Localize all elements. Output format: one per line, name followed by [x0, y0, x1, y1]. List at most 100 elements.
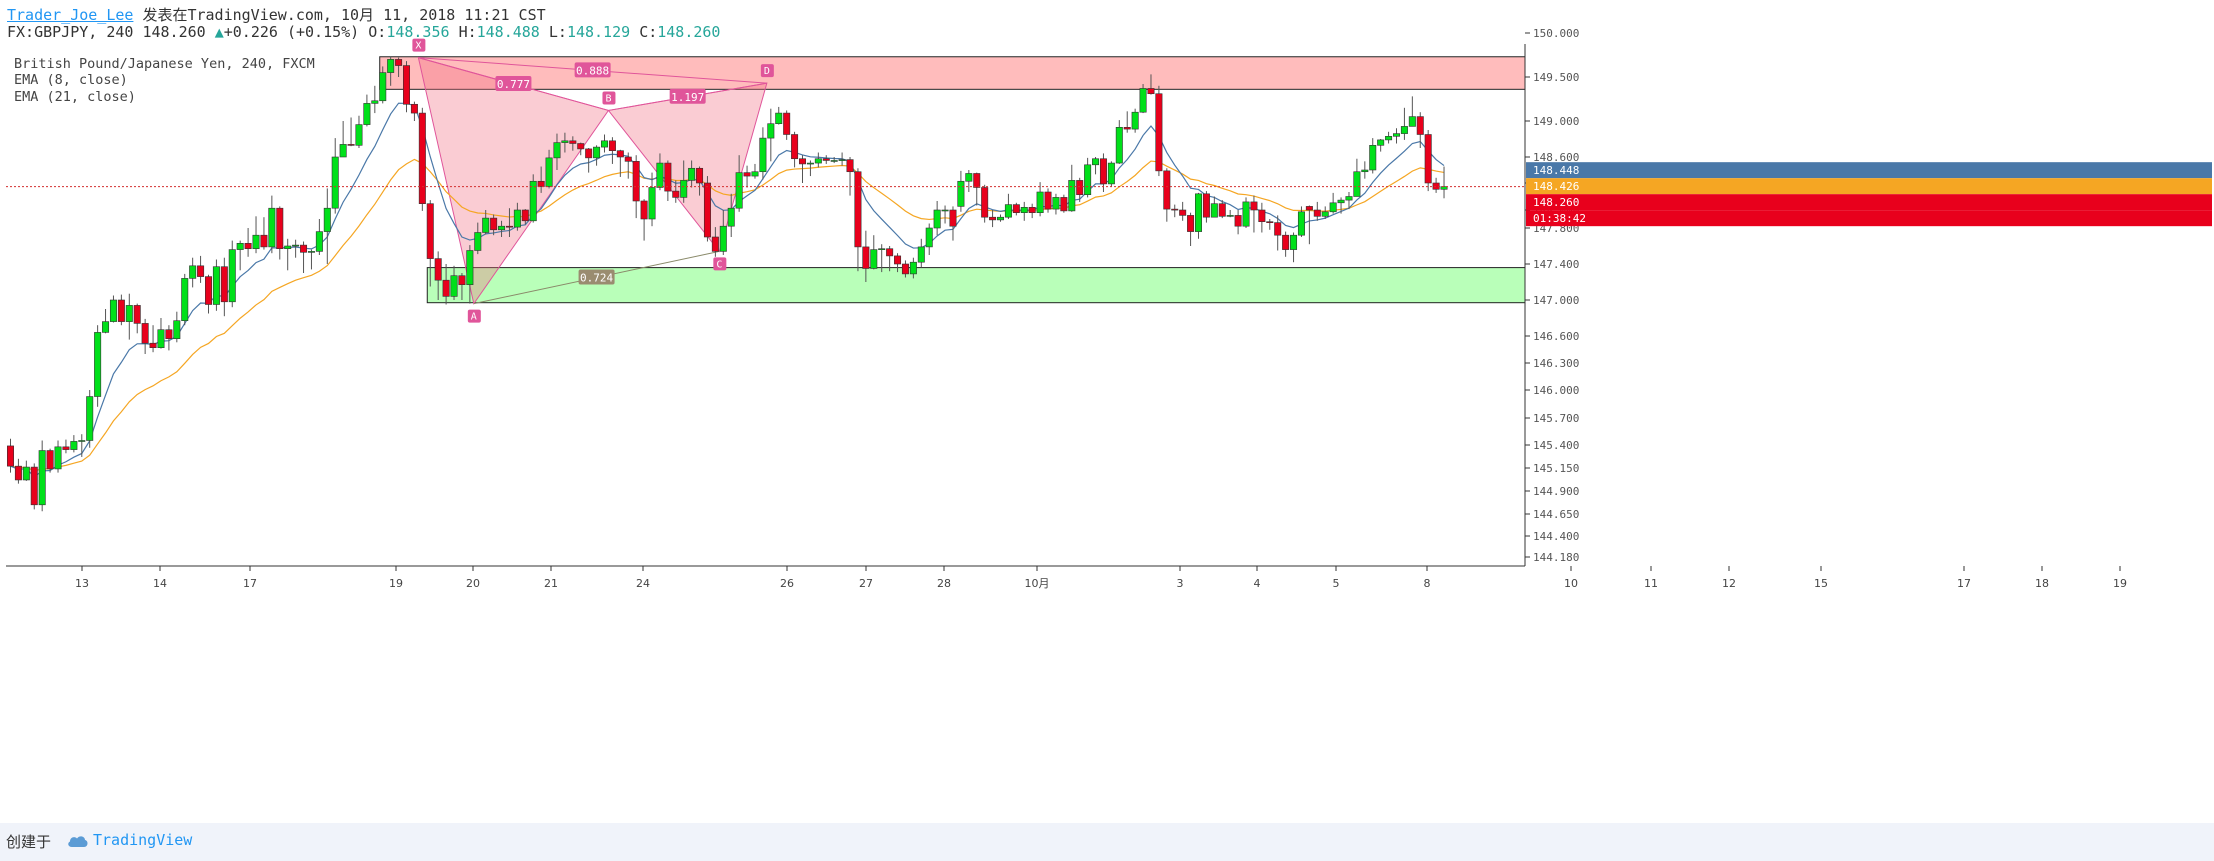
candle [711, 227, 719, 257]
candle [1147, 74, 1155, 95]
candle [989, 210, 997, 228]
candle-body [1012, 204, 1020, 214]
price-chart[interactable]: 0.777 0.888 1.197 0.724 X A B C D 150.000 149.500 1… [0, 0, 2214, 823]
author-link[interactable]: Trader_Joe_Lee [7, 6, 134, 24]
candle [1171, 204, 1179, 218]
candle-body [189, 265, 197, 279]
time-tick-label: 11 [1644, 577, 1658, 590]
time-tick-label: 5 [1333, 577, 1340, 590]
candle-body [1060, 197, 1068, 212]
candle-body [917, 246, 925, 263]
price-axis-badge: 01:38:42 [1526, 210, 2212, 227]
chart-header: Trader_Joe_Lee 发表在TradingView.com, 10月 1… [0, 0, 2214, 44]
price-tick-label: 147.400 [1533, 258, 1579, 271]
candle [482, 210, 490, 235]
candle [941, 205, 949, 224]
tradingview-cloud-icon [68, 835, 88, 847]
harmonic-point-box [412, 38, 426, 52]
candle-body [315, 231, 323, 252]
candle-body [236, 243, 244, 250]
candle [917, 238, 925, 268]
candle-body [648, 187, 656, 220]
price-tick-label: 149.000 [1533, 115, 1579, 128]
candle-body [529, 180, 537, 222]
candle-body [252, 234, 260, 249]
candle-body [1028, 207, 1036, 214]
candle [363, 94, 371, 127]
harmonic-point-box [602, 91, 616, 105]
candle-body [791, 134, 799, 160]
candle [78, 434, 86, 457]
candle [822, 155, 830, 164]
candle [189, 257, 197, 288]
symbol: FX:GBPJPY, 240 [7, 23, 134, 41]
candle [1353, 158, 1361, 197]
candle-body [1226, 215, 1234, 217]
candle [1242, 197, 1250, 228]
time-tick-label: 14 [153, 577, 167, 590]
candle [181, 273, 189, 326]
candle [1218, 200, 1226, 219]
candle [909, 257, 917, 279]
candle-body [482, 217, 490, 233]
candle-body [284, 245, 292, 250]
price-badge-box [1526, 162, 2212, 179]
candle [22, 460, 30, 481]
candle [307, 249, 315, 270]
price-badge-box [1526, 210, 2212, 227]
candle [632, 155, 640, 219]
high-value: 148.488 [476, 23, 540, 41]
candle [1408, 96, 1416, 127]
candle-body [735, 172, 743, 209]
candle-body [197, 265, 205, 277]
candle-body [1345, 196, 1353, 201]
candle [62, 439, 70, 454]
candle-body [878, 248, 886, 250]
candle [371, 85, 379, 114]
plot-background [6, 44, 1525, 566]
candle-body [1052, 197, 1060, 210]
candle-body [1131, 111, 1139, 130]
candle [1123, 111, 1131, 133]
candle-body [1361, 169, 1369, 173]
candle-body [600, 140, 608, 148]
candle [109, 295, 117, 323]
candle [236, 240, 244, 271]
candle [1044, 188, 1052, 213]
candle [1004, 193, 1012, 219]
candle [933, 201, 941, 236]
candle-body [30, 466, 38, 506]
harmonic-point-a: A [467, 309, 481, 323]
candle [1329, 192, 1337, 214]
candle [347, 117, 355, 147]
candle-body [458, 275, 466, 286]
candle [1036, 182, 1044, 217]
candle-body [466, 250, 474, 286]
price-tick-label: 146.000 [1533, 384, 1579, 397]
candle-body [1353, 171, 1361, 197]
publish-info: 发表在TradingView.com, 10月 11, 2018 11:21 C… [142, 6, 546, 24]
price-badge-box [1526, 194, 2212, 211]
candle-body [426, 203, 434, 259]
time-tick-label: 12 [1722, 577, 1736, 590]
candle-body [1036, 191, 1044, 214]
candle-body [981, 187, 989, 218]
ratio-label-box [574, 62, 611, 78]
legend-ema21: EMA (21, close) [14, 89, 136, 105]
close-value: 148.260 [657, 23, 721, 41]
candle [806, 160, 814, 177]
ratio-label-text: 0.777 [497, 78, 530, 91]
candle-body [870, 249, 878, 269]
candle [395, 57, 403, 77]
candle [331, 138, 339, 214]
candle [1321, 206, 1329, 219]
candle-body [1290, 234, 1298, 250]
candle-body [561, 140, 569, 143]
candle-body [1369, 145, 1377, 171]
candle-body [1147, 88, 1155, 95]
tradingview-brand-link[interactable]: TradingView [67, 831, 192, 849]
candle-body [593, 146, 601, 159]
candle-body [585, 148, 593, 159]
candle [1107, 161, 1115, 187]
candle-body [1282, 234, 1290, 250]
